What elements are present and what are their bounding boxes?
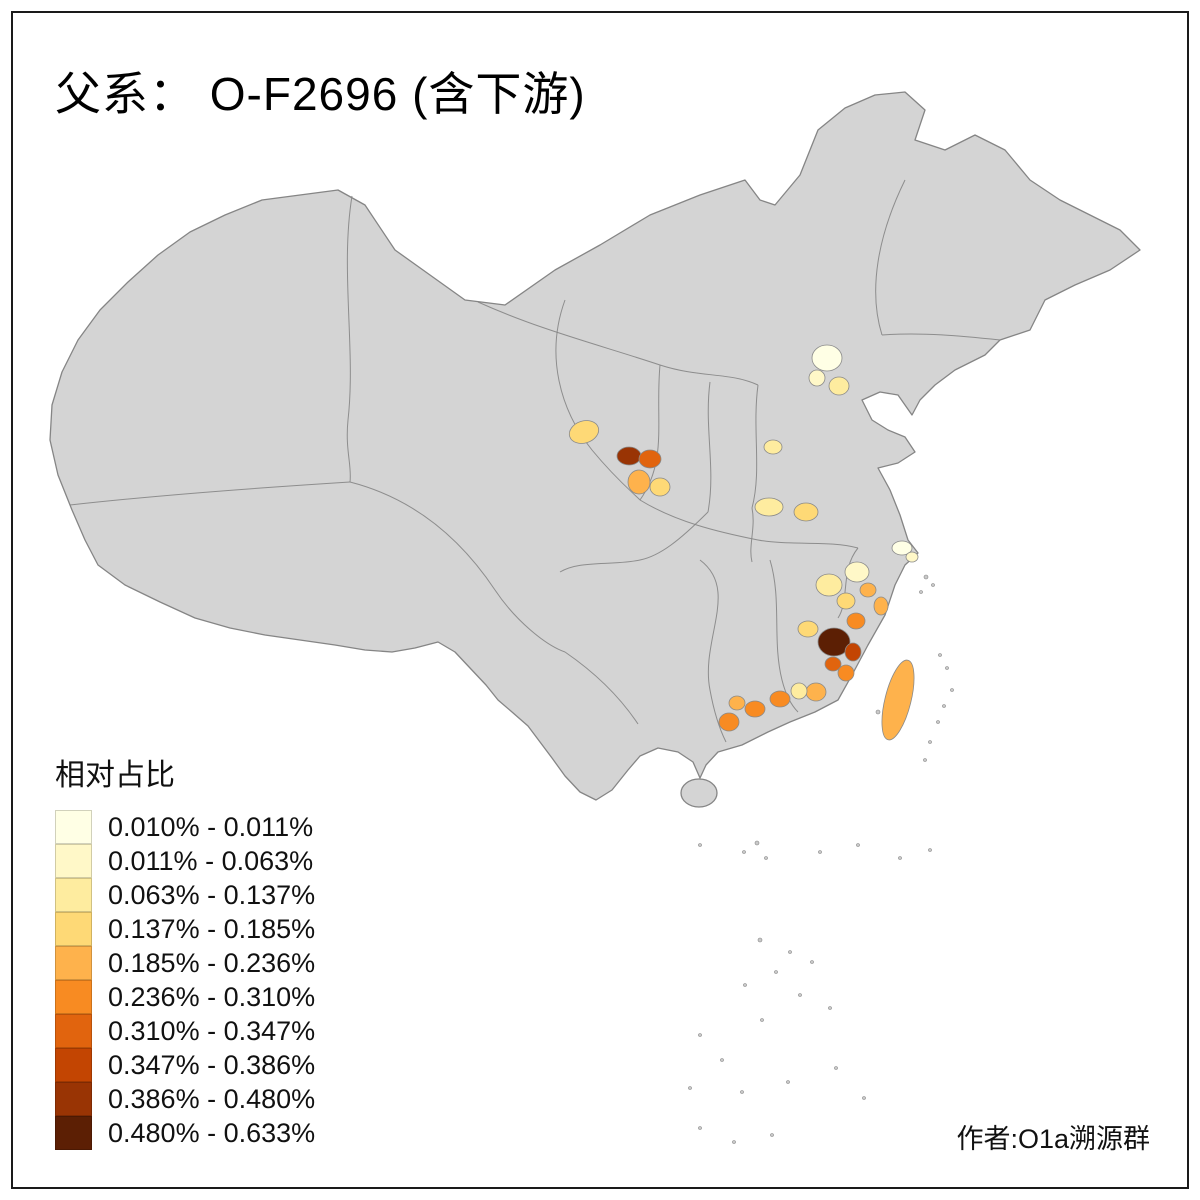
legend-swatch: [55, 980, 92, 1014]
legend-swatch: [55, 1082, 92, 1116]
legend-swatch: [55, 878, 92, 912]
highlighted-region: [728, 695, 746, 711]
page-title: 父系： O-F2696 (含下游): [55, 68, 586, 120]
highlighted-region: [805, 682, 827, 702]
legend-label: 0.386% - 0.480%: [108, 1083, 316, 1114]
landmass: [49, 91, 1141, 808]
highlighted-region: [616, 446, 642, 466]
highlighted-regions: [568, 344, 919, 741]
highlighted-region: [891, 540, 913, 556]
legend-label: 0.010% - 0.011%: [108, 811, 314, 842]
highlighted-region: [793, 502, 819, 522]
legend-swatch: [55, 1014, 92, 1048]
legend-item: 0.011% - 0.063%: [55, 844, 315, 878]
legend-swatch: [55, 946, 92, 980]
legend-label: 0.011% - 0.063%: [108, 845, 314, 876]
highlighted-region: [718, 712, 740, 732]
hainan-island: [680, 778, 718, 808]
legend-item: 0.185% - 0.236%: [55, 946, 315, 980]
legend-label: 0.063% - 0.137%: [108, 879, 316, 910]
highlighted-region: [763, 439, 783, 455]
legend-item: 0.236% - 0.310%: [55, 980, 315, 1014]
highlighted-region: [744, 700, 766, 718]
legend-swatch: [55, 810, 92, 844]
legend-label: 0.310% - 0.347%: [108, 1015, 316, 1046]
legend-swatch: [55, 912, 92, 946]
highlighted-region: [797, 620, 819, 638]
highlighted-region: [817, 627, 851, 657]
highlighted-region: [815, 573, 843, 597]
legend-label: 0.185% - 0.236%: [108, 947, 316, 978]
legend: 相对占比 0.010% - 0.011% 0.011% - 0.063% 0.0…: [55, 750, 315, 1150]
legend-item: 0.310% - 0.347%: [55, 1014, 315, 1048]
legend-item: 0.386% - 0.480%: [55, 1082, 315, 1116]
legend-item: 0.010% - 0.011%: [55, 810, 315, 844]
legend-item: 0.137% - 0.185%: [55, 912, 315, 946]
legend-label: 0.347% - 0.386%: [108, 1049, 316, 1080]
legend-label: 0.137% - 0.185%: [108, 913, 316, 944]
sea-islands: [688, 574, 954, 1144]
highlighted-region: [828, 376, 850, 396]
highlighted-region: [844, 561, 870, 583]
highlighted-region: [824, 656, 842, 672]
legend-item: 0.063% - 0.137%: [55, 878, 315, 912]
highlighted-region: [844, 642, 862, 662]
highlighted-region: [811, 344, 843, 372]
highlighted-region: [769, 690, 791, 708]
highlighted-region: [873, 596, 889, 616]
legend-item: 0.480% - 0.633%: [55, 1116, 315, 1150]
legend-swatch: [55, 1116, 92, 1150]
credit-text: 作者:O1a溯源群: [956, 1124, 1150, 1154]
legend-title: 相对占比: [55, 759, 175, 792]
highlighted-region: [790, 682, 808, 700]
legend-item: 0.347% - 0.386%: [55, 1048, 315, 1082]
highlighted-region: [837, 664, 855, 682]
legend-swatch: [55, 1048, 92, 1082]
highlighted-region: [627, 469, 651, 495]
mainland-china: [49, 91, 1141, 801]
highlighted-region: [754, 497, 784, 517]
taiwan-island: [881, 659, 915, 741]
highlighted-region: [808, 369, 826, 387]
legend-label: 0.236% - 0.310%: [108, 981, 316, 1012]
highlighted-region: [859, 582, 877, 598]
highlighted-region: [846, 612, 866, 630]
legend-label: 0.480% - 0.633%: [108, 1117, 316, 1148]
legend-swatch: [55, 844, 92, 878]
highlighted-region: [649, 477, 671, 497]
highlighted-region: [638, 449, 662, 469]
highlighted-region: [836, 592, 856, 610]
highlighted-region: [568, 420, 600, 444]
highlighted-region: [905, 551, 919, 563]
